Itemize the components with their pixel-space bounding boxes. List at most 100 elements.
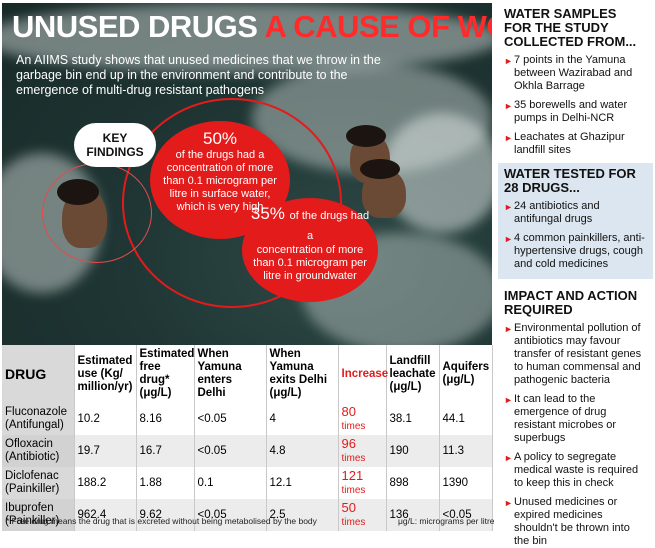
intro-text: An AIIMS study shows that unused medicin…	[16, 53, 381, 97]
section-title: IMPACT AND ACTION REQUIRED	[504, 288, 638, 317]
list-item-text: Unused medicines or expired medicines sh…	[514, 496, 630, 547]
swimmer-hair	[360, 159, 400, 179]
section-water-tested: WATER TESTED FOR 28 DRUGS... ► 24 antibio…	[498, 163, 653, 279]
foam-patch	[2, 3, 492, 73]
cell-use: 19.7	[74, 435, 137, 467]
sidebar: WATER SAMPLES FOR THE STUDY COLLECTED FR…	[498, 3, 653, 547]
table-header-row: DRUG Estimated use (Kg/ million/yr) Esti…	[2, 345, 493, 403]
cell-drug: Ibuprofen (Painkiller)	[2, 499, 75, 531]
arrow-icon: ►	[504, 56, 513, 66]
headline-part1: UNUSED DRUGS	[12, 9, 258, 44]
list-item: ► Unused medicines or expired medicines s…	[504, 496, 647, 548]
increase-number: 80	[341, 404, 356, 419]
list-item: ► A policy to segregate medical waste is …	[504, 451, 647, 490]
arrow-icon: ►	[504, 202, 513, 212]
list-item-text: A policy to segregate medical waste is r…	[514, 451, 639, 489]
finding-surface-water: 50% of the drugs had a concentration of …	[150, 121, 290, 239]
section-impact: IMPACT AND ACTION REQUIRED ► Environmenta…	[498, 285, 653, 547]
list-item: ► 7 points in the Yamuna between Waziraba…	[504, 54, 647, 93]
list-item: ► 35 borewells and water pumps in Delhi-N…	[504, 99, 647, 125]
cell-use: 10.2	[74, 403, 137, 435]
headline: UNUSED DRUGS A CAUSE OF WORRY	[12, 9, 492, 45]
arrow-icon: ►	[504, 133, 513, 143]
list-item-text: It can lead to the emergence of drug res…	[514, 393, 617, 444]
headline-part2: A CAUSE OF WORRY	[264, 9, 492, 44]
cell-use: 188.2	[74, 467, 137, 499]
col-header-use: Estimated use (Kg/ million/yr)	[74, 345, 137, 403]
table-row: Fluconazole (Antifungal) 10.2 8.16 <0.05…	[2, 403, 493, 435]
cell-free: 9.62	[136, 499, 195, 531]
table-row: Ibuprofen (Painkiller) 962.4 9.62 <0.05 …	[2, 499, 493, 531]
arrow-icon: ►	[504, 453, 513, 463]
increase-number: 50	[341, 500, 356, 515]
cell-aquifers: 44.1	[439, 403, 493, 435]
key-findings-badge: KEY FINDINGS	[74, 123, 156, 167]
cell-enters: <0.05	[194, 499, 267, 531]
arrow-icon: ►	[504, 234, 513, 244]
cell-free: 16.7	[136, 435, 195, 467]
cell-exits: 2.5	[266, 499, 339, 531]
cell-leachate: 898	[386, 467, 440, 499]
drug-table: DRUG Estimated use (Kg/ million/yr) Esti…	[2, 345, 493, 531]
table-row: Diclofenac (Painkiller) 188.2 1.88 0.1 1…	[2, 467, 493, 499]
finding-surface-text: of the drugs had a concentration of more…	[163, 149, 277, 213]
list-item-text: 7 points in the Yamuna between Wazirabad…	[514, 54, 633, 92]
finding-ground-pct: 35% of the drugs had a	[250, 204, 370, 244]
table-footnote: * Free drug means the drug that is excre…	[6, 516, 317, 526]
cell-aquifers: 1390	[439, 467, 493, 499]
finding-ring	[42, 163, 152, 263]
arrow-icon: ►	[504, 395, 513, 405]
increase-unit: times	[341, 485, 366, 496]
finding-ground-text: concentration of more than 0.1 microgram…	[253, 244, 367, 282]
cell-use: 962.4	[74, 499, 137, 531]
finding-ground-text-head: of the drugs had a	[289, 210, 370, 242]
list-item: ► It can lead to the emergence of drug re…	[504, 393, 647, 445]
col-header-enters: When Yamuna enters Delhi	[194, 345, 267, 403]
cell-enters: 0.1	[194, 467, 267, 499]
arrow-icon: ►	[504, 324, 513, 334]
section-title: WATER TESTED FOR 28 DRUGS...	[504, 166, 636, 195]
table-row: Ofloxacin (Antibiotic) 19.7 16.7 <0.05 4…	[2, 435, 493, 467]
unit-note: μg/L: micrograms per litre	[398, 516, 495, 526]
cell-aquifers: <0.05	[439, 499, 493, 531]
swimmer-hair	[346, 125, 386, 147]
cell-enters: <0.05	[194, 403, 267, 435]
arrow-icon: ►	[504, 101, 513, 111]
foam-patch	[382, 113, 492, 233]
list-item: ► Environmental pollution of antibiotics …	[504, 322, 647, 387]
col-header-aquifers: Aquifers (μg/L)	[439, 345, 493, 403]
increase-unit: times	[341, 517, 366, 528]
col-header-increase: Increase	[338, 345, 388, 403]
cell-increase: 96 times	[338, 435, 387, 467]
col-header-free-drug: Estimated free drug* (μg/L)	[136, 345, 195, 403]
cell-enters: <0.05	[194, 435, 267, 467]
section-title: WATER SAMPLES FOR THE STUDY COLLECTED FR…	[504, 6, 637, 49]
cell-free: 8.16	[136, 403, 195, 435]
list-item-text: Environmental pollution of antibiotics m…	[514, 322, 642, 386]
river-photo: UNUSED DRUGS A CAUSE OF WORRY An AIIMS s…	[2, 3, 492, 345]
list-item-text: Leachates at Ghazipur landfill sites	[514, 131, 625, 156]
cell-exits: 12.1	[266, 467, 339, 499]
col-header-exits: When Yamuna exits Delhi (μg/L)	[266, 345, 339, 403]
finding-surface-pct: 50%	[202, 129, 238, 148]
increase-unit: times	[341, 453, 366, 464]
list-item: ► 4 common painkillers, anti-hypertensive…	[504, 232, 647, 271]
list-item-text: 24 antibiotics and antifungal drugs	[514, 200, 600, 225]
increase-number: 96	[341, 436, 356, 451]
section-water-samples: WATER SAMPLES FOR THE STUDY COLLECTED FR…	[498, 3, 653, 161]
cell-increase: 80 times	[338, 403, 387, 435]
cell-leachate: 190	[386, 435, 440, 467]
cell-exits: 4	[266, 403, 339, 435]
cell-leachate: 136	[386, 499, 440, 531]
cell-aquifers: 11.3	[439, 435, 493, 467]
cell-increase: 50 times	[338, 499, 387, 531]
increase-number: 121	[341, 468, 364, 483]
cell-increase: 121 times	[338, 467, 387, 499]
finding-ground-pct-value: 35%	[250, 204, 285, 223]
increase-unit: times	[341, 421, 366, 432]
list-item-text: 35 borewells and water pumps in Delhi-NC…	[514, 99, 628, 124]
cell-drug: Diclofenac (Painkiller)	[2, 467, 75, 499]
col-header-leachate: Landfill leachate (μg/L)	[386, 345, 440, 403]
cell-drug: Fluconazole (Antifungal)	[2, 403, 75, 435]
cell-exits: 4.8	[266, 435, 339, 467]
